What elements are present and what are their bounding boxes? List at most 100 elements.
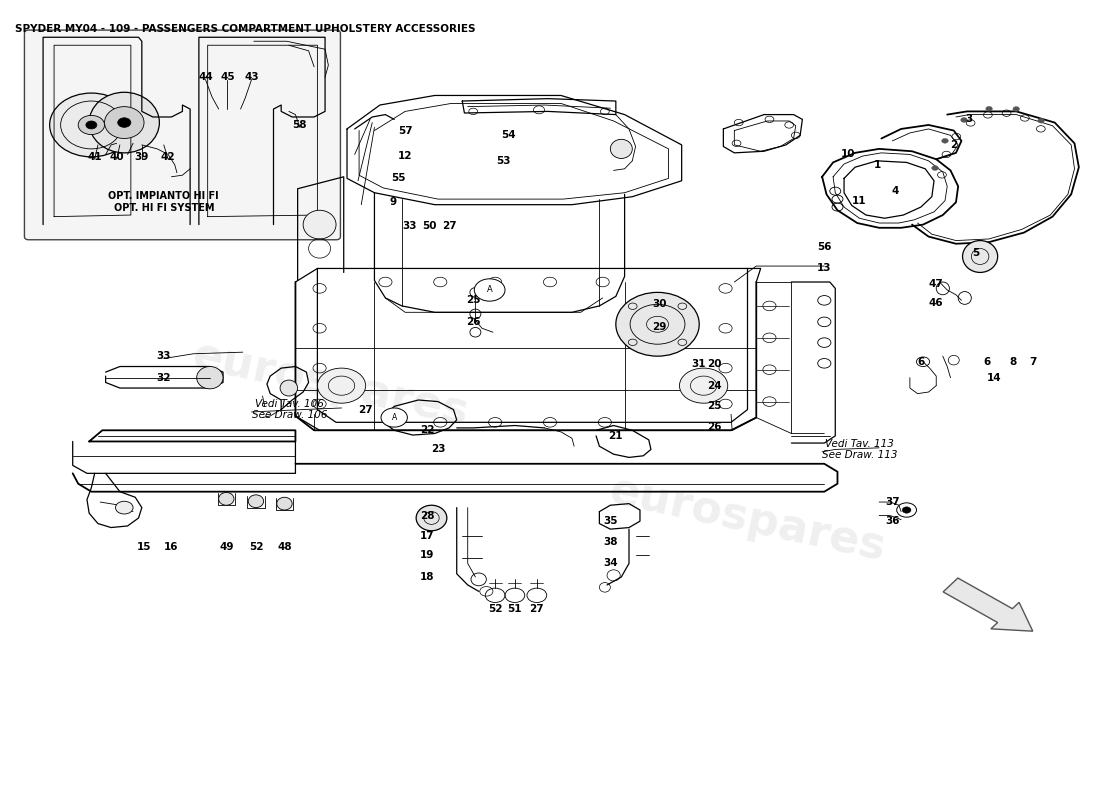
Text: 44: 44 [198, 72, 212, 82]
Text: 10: 10 [842, 150, 856, 159]
Text: 12: 12 [398, 151, 412, 161]
Ellipse shape [249, 495, 264, 508]
Text: 27: 27 [359, 405, 373, 414]
Text: 41: 41 [87, 152, 102, 162]
Text: 36: 36 [886, 516, 900, 526]
Ellipse shape [932, 166, 938, 170]
Ellipse shape [116, 502, 133, 514]
Text: 38: 38 [603, 537, 617, 547]
Text: 6: 6 [917, 357, 924, 366]
Text: 42: 42 [161, 152, 176, 162]
Text: eurospares: eurospares [188, 334, 473, 434]
Text: 52: 52 [488, 604, 503, 614]
Text: 3: 3 [966, 114, 972, 124]
Text: 21: 21 [608, 431, 623, 441]
Text: 33: 33 [156, 351, 170, 361]
Ellipse shape [318, 368, 365, 403]
Ellipse shape [962, 241, 998, 273]
Text: Vedi Tav. 106
See Draw. 106: Vedi Tav. 106 See Draw. 106 [252, 398, 327, 420]
Text: 19: 19 [420, 550, 434, 561]
Ellipse shape [474, 279, 505, 301]
Ellipse shape [280, 380, 298, 396]
Text: 27: 27 [442, 222, 456, 231]
Ellipse shape [381, 408, 407, 427]
Text: 47: 47 [928, 279, 944, 290]
Ellipse shape [197, 366, 223, 389]
Ellipse shape [78, 115, 104, 134]
Text: 7: 7 [1030, 357, 1036, 366]
Text: OPT. IMPIANTO HI FI
OPT. HI FI SYSTEM: OPT. IMPIANTO HI FI OPT. HI FI SYSTEM [109, 191, 219, 213]
Text: 28: 28 [420, 510, 434, 521]
Text: 5: 5 [972, 247, 979, 258]
Text: 17: 17 [420, 530, 434, 541]
Text: 26: 26 [466, 317, 481, 327]
Ellipse shape [304, 210, 336, 239]
Text: 25: 25 [707, 402, 722, 411]
Ellipse shape [960, 118, 967, 122]
Ellipse shape [89, 92, 160, 153]
Ellipse shape [986, 106, 992, 111]
Text: eurospares: eurospares [605, 470, 890, 570]
Text: 15: 15 [136, 542, 152, 553]
Text: 54: 54 [500, 130, 516, 140]
Text: Vedi Tav. 113
See Draw. 113: Vedi Tav. 113 See Draw. 113 [822, 438, 898, 460]
Text: 55: 55 [392, 174, 406, 183]
Text: 48: 48 [277, 542, 292, 553]
Ellipse shape [416, 506, 447, 530]
Text: 16: 16 [164, 542, 178, 553]
Ellipse shape [50, 93, 133, 157]
Text: 31: 31 [691, 359, 705, 369]
Ellipse shape [616, 292, 700, 356]
Text: 57: 57 [398, 126, 412, 135]
Text: 26: 26 [707, 422, 722, 432]
Text: 49: 49 [219, 542, 233, 553]
Text: 52: 52 [249, 542, 263, 553]
Text: SPYDER MY04 - 109 - PASSENGERS COMPARTMENT UPHOLSTERY ACCESSORIES: SPYDER MY04 - 109 - PASSENGERS COMPARTME… [14, 24, 475, 34]
Text: 33: 33 [403, 222, 417, 231]
Text: 45: 45 [220, 72, 234, 82]
Text: 4: 4 [892, 186, 900, 196]
Text: 43: 43 [244, 72, 258, 82]
Text: 35: 35 [603, 516, 617, 526]
Ellipse shape [610, 139, 632, 158]
Text: 25: 25 [466, 295, 481, 306]
Text: 39: 39 [134, 152, 148, 162]
Ellipse shape [902, 507, 911, 514]
Ellipse shape [680, 368, 728, 403]
Text: 50: 50 [422, 222, 437, 231]
Text: 2: 2 [950, 140, 957, 150]
Text: 1: 1 [873, 160, 881, 170]
Ellipse shape [942, 138, 948, 143]
Text: 30: 30 [652, 299, 667, 310]
Ellipse shape [219, 493, 234, 506]
Text: 22: 22 [420, 426, 434, 435]
Text: 24: 24 [707, 381, 722, 390]
Text: 27: 27 [529, 604, 544, 614]
Text: 6: 6 [983, 357, 990, 366]
Ellipse shape [277, 498, 293, 510]
Text: 58: 58 [293, 120, 307, 130]
Ellipse shape [104, 106, 144, 138]
Ellipse shape [118, 118, 131, 127]
Text: 20: 20 [707, 359, 722, 369]
Text: 53: 53 [497, 156, 512, 166]
FancyArrow shape [943, 578, 1033, 631]
FancyBboxPatch shape [24, 30, 340, 240]
Text: 23: 23 [431, 445, 446, 454]
Text: A: A [487, 286, 493, 294]
Text: A: A [392, 413, 397, 422]
Text: 51: 51 [507, 604, 522, 614]
Text: 32: 32 [156, 373, 170, 382]
Text: 14: 14 [987, 373, 1002, 382]
Text: 8: 8 [1010, 357, 1016, 366]
Text: 37: 37 [886, 497, 900, 507]
Text: 18: 18 [420, 572, 434, 582]
Text: 29: 29 [652, 322, 667, 332]
Text: 13: 13 [817, 263, 832, 274]
Text: 9: 9 [389, 198, 397, 207]
Text: 34: 34 [603, 558, 618, 569]
Ellipse shape [86, 121, 97, 129]
Text: 11: 11 [852, 196, 867, 206]
Ellipse shape [1013, 106, 1020, 111]
Text: 46: 46 [928, 298, 944, 308]
